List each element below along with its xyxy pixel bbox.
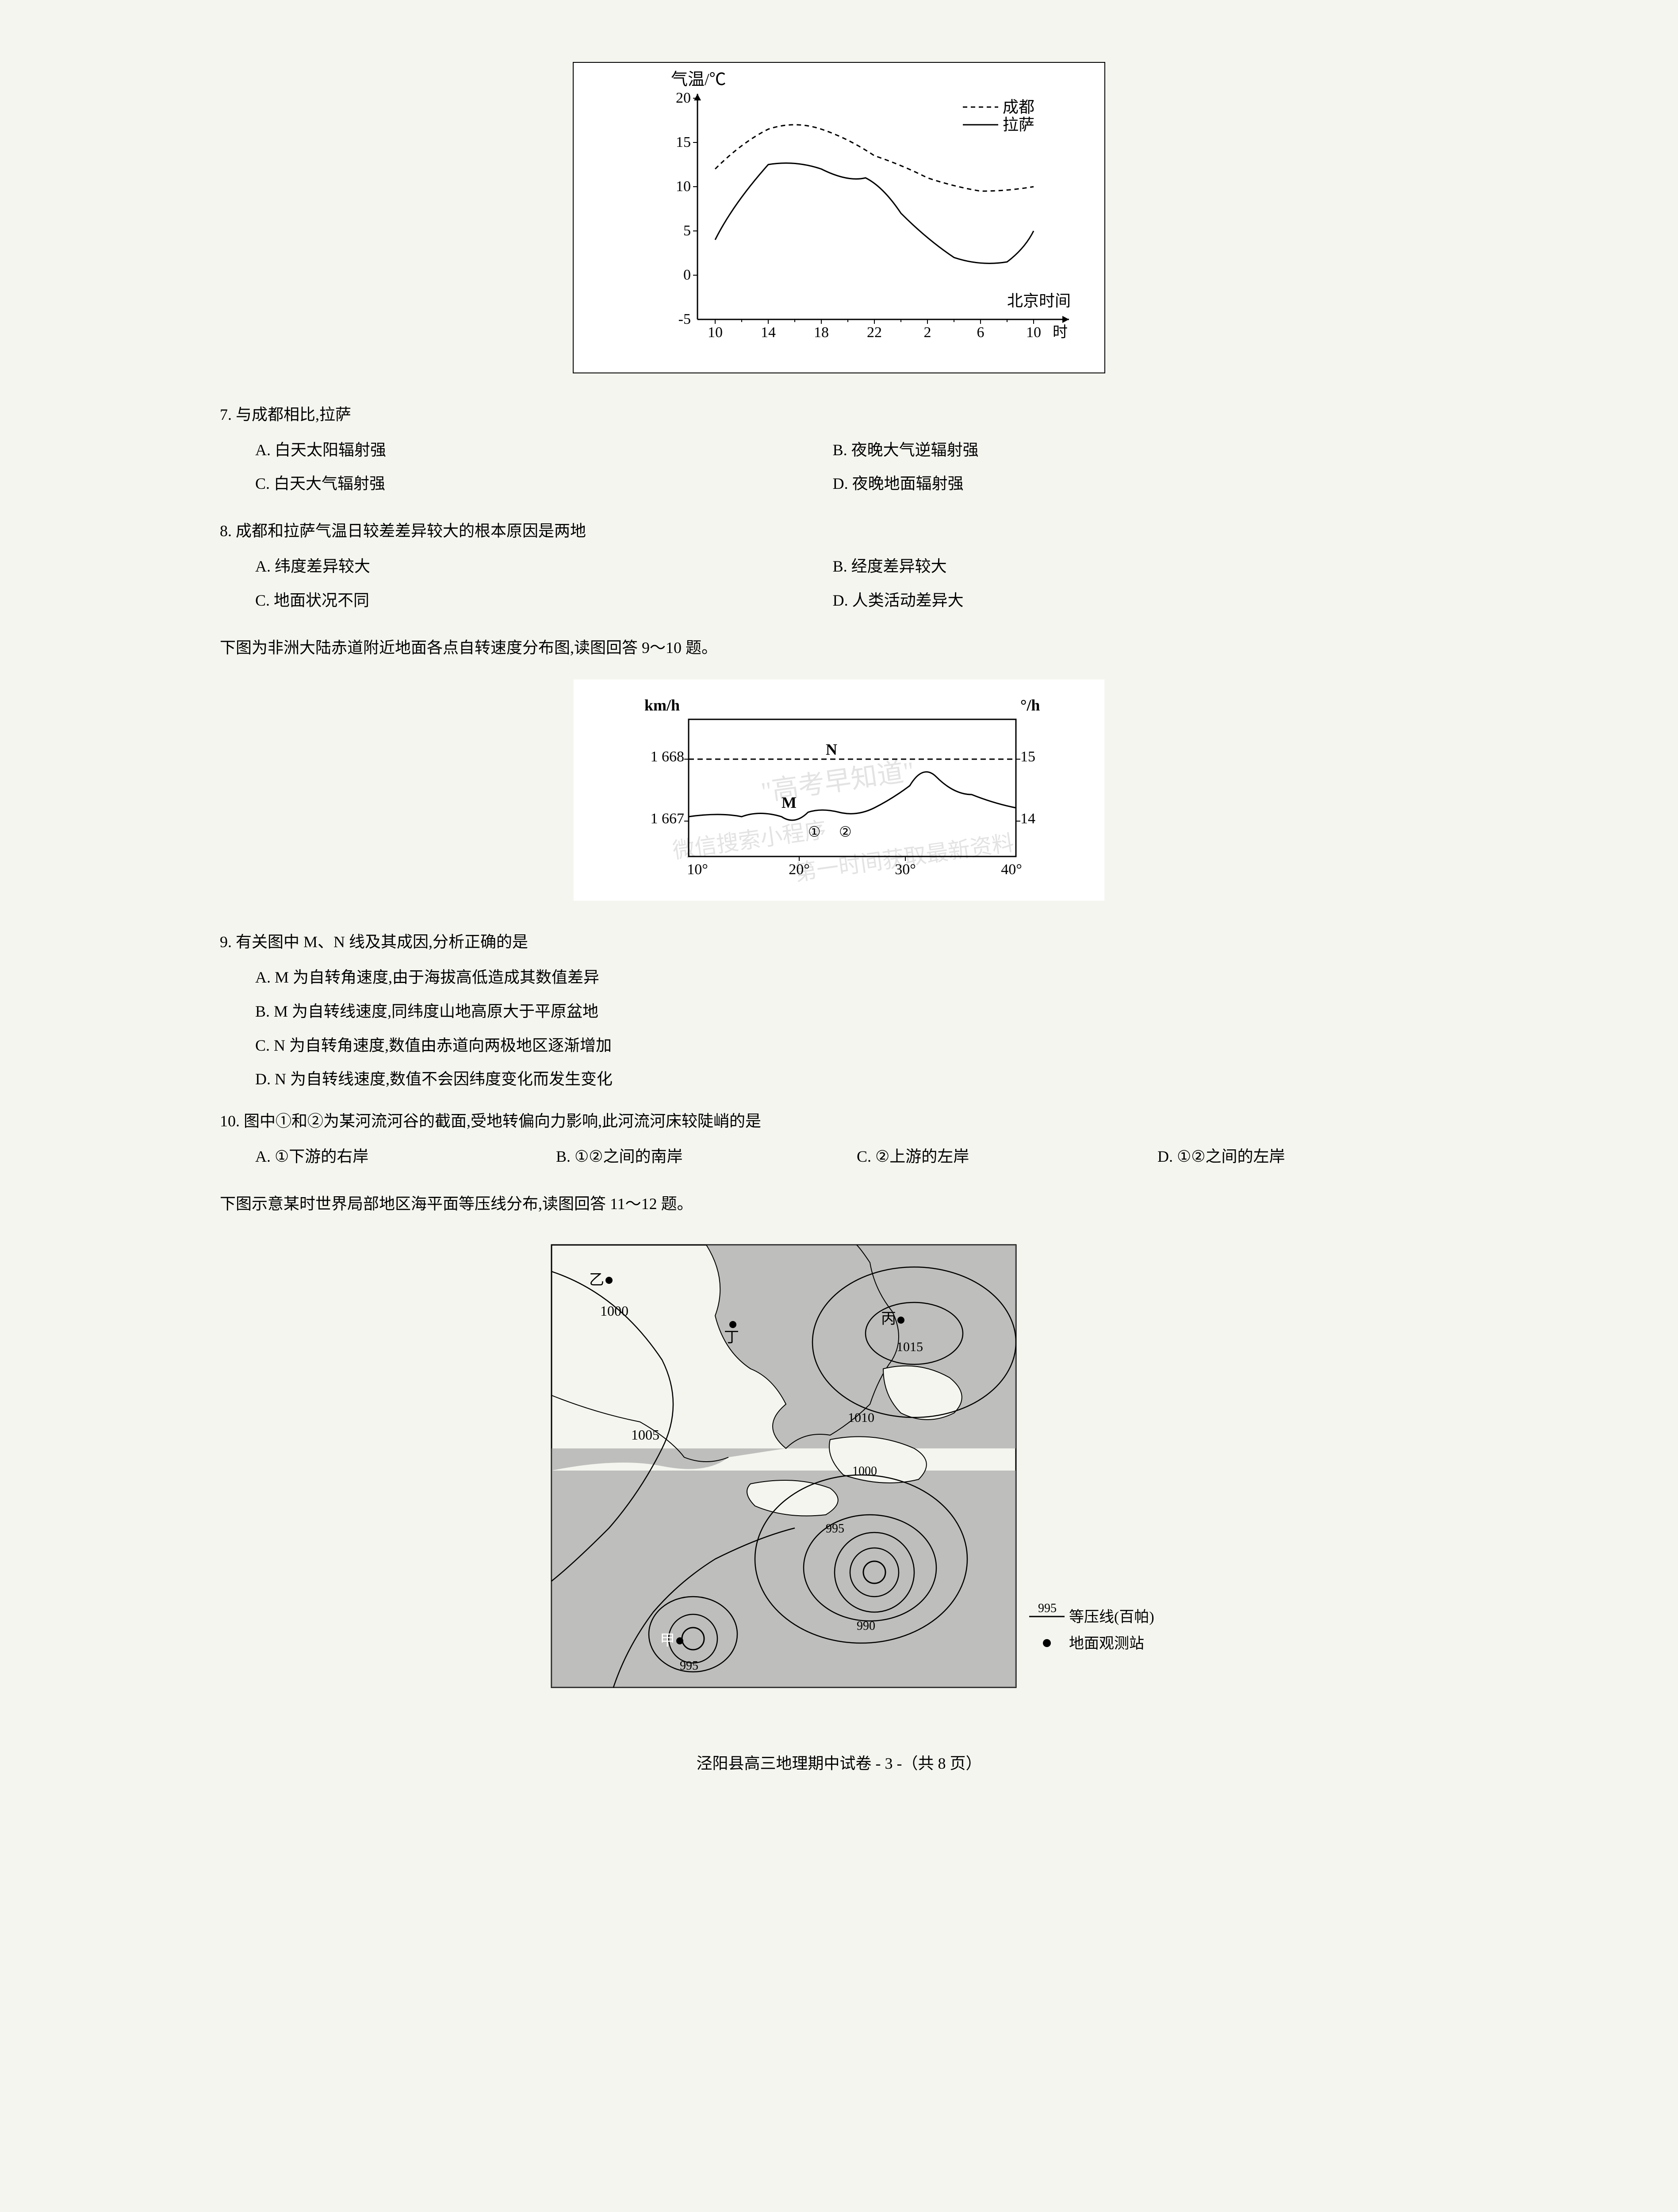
svg-text:15: 15 bbox=[676, 134, 691, 150]
svg-text:1015: 1015 bbox=[896, 1340, 923, 1354]
chart1-container: 气温/℃ -5 0 5 10 15 20 10 14 18 22 2 6 10 … bbox=[220, 62, 1458, 383]
q8-option-a: A. 纬度差异较大 bbox=[255, 552, 833, 581]
q7-option-b: B. 夜晚大气逆辐射强 bbox=[833, 436, 1410, 465]
svg-text:995: 995 bbox=[1038, 1601, 1057, 1615]
chart2-container: "高考早知道" 微信搜索小程序 第一时间获取最新资料 km/h °/h 1 66… bbox=[220, 680, 1458, 910]
q10-text: 10. 图中①和②为某河流河谷的截面,受地转偏向力影响,此河流河床较陡峭的是 bbox=[220, 1107, 1458, 1136]
svg-text:20: 20 bbox=[676, 90, 691, 106]
q9-option-b: B. M 为自转线速度,同纬度山地高原大于平原盆地 bbox=[220, 997, 1494, 1026]
chart3-container: 1000 1005 1015 1010 990 995 1000 995 乙 丁… bbox=[220, 1227, 1458, 1723]
rotation-speed-chart: "高考早知道" 微信搜索小程序 第一时间获取最新资料 km/h °/h 1 66… bbox=[574, 680, 1104, 901]
q10-option-a: A. ①下游的右岸 bbox=[255, 1142, 556, 1171]
q10-option-c: C. ②上游的左岸 bbox=[857, 1142, 1157, 1171]
svg-text:1010: 1010 bbox=[848, 1410, 874, 1425]
svg-text:-5: -5 bbox=[678, 311, 691, 327]
svg-text:成都: 成都 bbox=[1003, 98, 1034, 116]
svg-text:时: 时 bbox=[1053, 324, 1068, 341]
intro-9-10: 下图为非洲大陆赤道附近地面各点自转速度分布图,读图回答 9～10 题。 bbox=[220, 634, 1458, 662]
q9-option-d: D. N 为自转线速度,数值不会因纬度变化而发生变化 bbox=[220, 1065, 1494, 1094]
q9-option-c: C. N 为自转角速度,数值由赤道向两极地区逐渐增加 bbox=[220, 1031, 1494, 1060]
svg-text:②: ② bbox=[839, 824, 852, 840]
svg-text:10: 10 bbox=[708, 324, 723, 341]
svg-text:乙: 乙 bbox=[589, 1272, 604, 1288]
q7-option-d: D. 夜晚地面辐射强 bbox=[833, 469, 1410, 498]
svg-text:1 667: 1 667 bbox=[651, 810, 685, 827]
svg-text:990: 990 bbox=[857, 1619, 875, 1633]
svg-text:丙: 丙 bbox=[881, 1311, 896, 1327]
q7-option-c: C. 白天大气辐射强 bbox=[255, 469, 833, 498]
q10-option-d: D. ①②之间的左岸 bbox=[1157, 1142, 1458, 1171]
svg-text:15: 15 bbox=[1020, 749, 1035, 765]
svg-text:14: 14 bbox=[761, 324, 776, 341]
point-ding bbox=[729, 1321, 736, 1328]
svg-text:1000: 1000 bbox=[600, 1303, 628, 1319]
svg-text:2: 2 bbox=[924, 324, 931, 341]
svg-text:995: 995 bbox=[826, 1522, 844, 1536]
q7-option-a: A. 白天太阳辐射强 bbox=[255, 436, 833, 465]
svg-text:18: 18 bbox=[814, 324, 829, 341]
svg-text:丁: 丁 bbox=[724, 1329, 739, 1346]
svg-text:10: 10 bbox=[1026, 324, 1041, 341]
legend-isobar-label: 等压线(百帕) bbox=[1069, 1609, 1154, 1625]
point-jia bbox=[676, 1637, 683, 1644]
q8-text: 8. 成都和拉萨气温日较差差异较大的根本原因是两地 bbox=[220, 517, 1458, 545]
svg-text:1 668: 1 668 bbox=[651, 749, 685, 765]
svg-text:40°: 40° bbox=[1001, 861, 1022, 878]
question-9: 9. 有关图中 M、N 线及其成因,分析正确的是 A. M 为自转角速度,由于海… bbox=[220, 928, 1458, 1094]
svg-text:22: 22 bbox=[867, 324, 882, 341]
svg-text:°/h: °/h bbox=[1020, 696, 1040, 714]
svg-text:5: 5 bbox=[683, 223, 691, 239]
svg-text:M: M bbox=[782, 794, 797, 811]
svg-text:甲: 甲 bbox=[660, 1632, 675, 1649]
q9-option-a: A. M 为自转角速度,由于海拔高低造成其数值差异 bbox=[220, 963, 1494, 992]
pressure-map: 1000 1005 1015 1010 990 995 1000 995 乙 丁… bbox=[485, 1227, 1193, 1714]
svg-text:10: 10 bbox=[676, 178, 691, 195]
svg-text:10°: 10° bbox=[687, 861, 708, 878]
question-7: 7. 与成都相比,拉萨 A. 白天太阳辐射强 B. 夜晚大气逆辐射强 C. 白天… bbox=[220, 400, 1458, 503]
svg-text:995: 995 bbox=[680, 1659, 698, 1673]
svg-text:0: 0 bbox=[683, 267, 691, 283]
intro-11-12: 下图示意某时世界局部地区海平面等压线分布,读图回答 11～12 题。 bbox=[220, 1190, 1458, 1218]
svg-text:6: 6 bbox=[977, 324, 985, 341]
svg-text:20°: 20° bbox=[789, 861, 810, 878]
temperature-chart: 气温/℃ -5 0 5 10 15 20 10 14 18 22 2 6 10 … bbox=[573, 62, 1105, 373]
svg-text:拉萨: 拉萨 bbox=[1003, 116, 1034, 134]
chart1-ylabel: 气温/℃ bbox=[671, 70, 726, 89]
question-8: 8. 成都和拉萨气温日较差差异较大的根本原因是两地 A. 纬度差异较大 B. 经… bbox=[220, 517, 1458, 620]
svg-text:km/h: km/h bbox=[644, 696, 680, 714]
svg-text:1000: 1000 bbox=[852, 1464, 877, 1478]
question-10: 10. 图中①和②为某河流河谷的截面,受地转偏向力影响,此河流河床较陡峭的是 A… bbox=[220, 1107, 1458, 1176]
svg-text:30°: 30° bbox=[895, 861, 916, 878]
svg-text:14: 14 bbox=[1020, 810, 1035, 827]
point-bing bbox=[897, 1317, 904, 1324]
svg-text:①: ① bbox=[808, 824, 821, 840]
svg-text:1005: 1005 bbox=[631, 1427, 659, 1443]
page-footer: 泾阳县高三地理期中试卷 - 3 -（共 8 页） bbox=[220, 1749, 1458, 1778]
q7-text: 7. 与成都相比,拉萨 bbox=[220, 400, 1458, 429]
svg-text:北京时间: 北京时间 bbox=[1007, 292, 1071, 310]
q8-option-d: D. 人类活动差异大 bbox=[833, 586, 1410, 615]
q9-text: 9. 有关图中 M、N 线及其成因,分析正确的是 bbox=[220, 928, 1458, 956]
q8-option-c: C. 地面状况不同 bbox=[255, 586, 833, 615]
point-yi bbox=[605, 1277, 613, 1284]
legend-station-label: 地面观测站 bbox=[1069, 1635, 1144, 1652]
q8-option-b: B. 经度差异较大 bbox=[833, 552, 1410, 581]
q10-option-b: B. ①②之间的南岸 bbox=[556, 1142, 857, 1171]
svg-text:N: N bbox=[826, 741, 837, 758]
